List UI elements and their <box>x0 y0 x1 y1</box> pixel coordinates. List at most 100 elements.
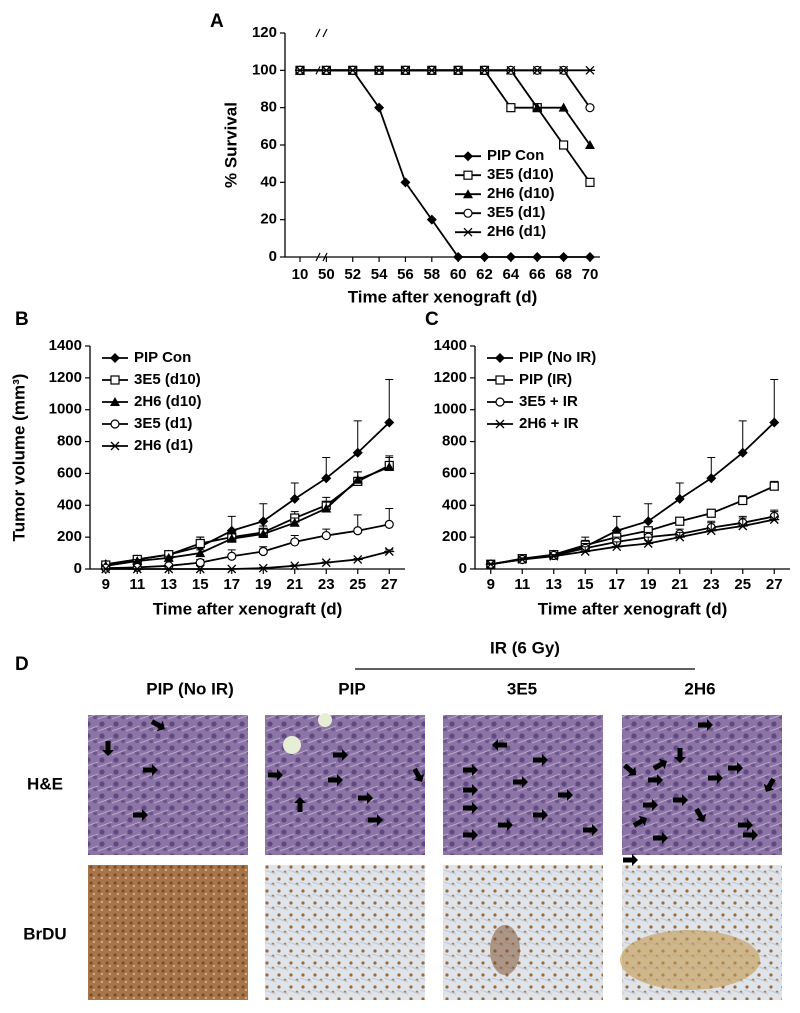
panel-title: C <box>425 309 439 330</box>
error-bar <box>707 522 716 531</box>
marker <box>295 65 305 75</box>
column-label: 2H6 <box>684 679 715 698</box>
series-line <box>300 69 591 109</box>
x-tick-label: 9 <box>487 576 495 593</box>
group-label: IR (6 Gy) <box>490 638 560 657</box>
stain-region <box>490 925 520 975</box>
marker <box>195 548 206 558</box>
y-tick-label: 1000 <box>49 401 82 418</box>
marker <box>321 558 332 568</box>
marker <box>384 417 395 428</box>
marker <box>195 538 205 549</box>
x-tick-label: 15 <box>577 576 594 593</box>
arrow <box>333 749 348 761</box>
marker <box>321 473 332 484</box>
arrow <box>533 754 548 766</box>
legend-label: PIP (No IR) <box>519 349 596 366</box>
marker <box>495 397 505 407</box>
x-tick-label: 64 <box>503 266 520 283</box>
marker <box>532 252 543 262</box>
marker <box>347 65 358 75</box>
arrow <box>623 763 637 776</box>
marker <box>737 521 748 531</box>
stain-region <box>620 930 760 990</box>
marker <box>505 252 516 262</box>
marker <box>227 551 237 561</box>
arrow <box>763 777 776 792</box>
micrograph <box>88 865 248 1000</box>
legend-label: PIP Con <box>134 349 191 366</box>
micrograph <box>88 715 248 855</box>
y-axis-label: Tumor volume (mm³) <box>9 374 28 542</box>
x-tick-label: 11 <box>514 576 530 593</box>
y-tick-label: 0 <box>459 560 467 577</box>
panel-title: A <box>210 11 224 32</box>
marker <box>321 503 332 513</box>
marker <box>548 551 559 561</box>
arrow <box>294 797 306 812</box>
arrow <box>674 748 686 763</box>
marker <box>675 516 685 526</box>
arrow <box>268 769 283 781</box>
legend-label: 3E5 (d10) <box>487 166 554 183</box>
arrow <box>513 776 528 788</box>
marker <box>290 537 300 547</box>
legend-label: 3E5 + IR <box>519 393 578 410</box>
series-line <box>490 518 775 566</box>
marker <box>453 65 464 75</box>
row-label: H&E <box>27 774 63 793</box>
y-tick-label: 0 <box>74 560 82 577</box>
arrow <box>708 772 723 784</box>
y-tick-label: 800 <box>57 433 82 450</box>
arrow <box>632 815 647 828</box>
arrow <box>133 809 148 821</box>
series-line <box>105 523 390 570</box>
x-tick-label: 13 <box>160 576 177 593</box>
x-tick-label: 66 <box>529 266 546 283</box>
marker <box>558 252 569 262</box>
marker <box>495 375 505 385</box>
legend-label: 2H6 (d10) <box>487 185 555 202</box>
y-tick-label: 60 <box>260 136 277 153</box>
marker <box>737 447 748 458</box>
error-bar <box>353 420 362 453</box>
marker <box>289 517 300 527</box>
y-tick-label: 600 <box>442 464 467 481</box>
marker <box>580 547 591 556</box>
marker <box>453 252 464 262</box>
marker <box>384 547 395 556</box>
micrograph <box>622 715 782 855</box>
series-line <box>105 466 390 567</box>
marker <box>532 102 543 112</box>
marker <box>352 474 363 484</box>
arrow <box>648 774 663 786</box>
panel-d-title: D <box>15 654 29 675</box>
arrow <box>558 789 573 801</box>
x-tick-label: 62 <box>476 266 493 283</box>
micrograph <box>265 865 425 1000</box>
x-tick-label: 23 <box>703 576 720 593</box>
arrow <box>743 829 758 841</box>
marker <box>738 495 748 506</box>
x-tick-label: 25 <box>349 576 366 593</box>
marker <box>289 493 300 504</box>
x-tick-label: 25 <box>734 576 751 593</box>
y-tick-label: 100 <box>252 61 277 78</box>
marker <box>289 561 300 571</box>
marker <box>384 462 395 472</box>
marker <box>258 563 269 573</box>
x-tick-label: 15 <box>192 576 209 593</box>
x-tick-label: 21 <box>671 576 688 593</box>
series-line <box>105 464 390 566</box>
marker <box>195 564 206 574</box>
y-tick-label: 20 <box>260 211 277 228</box>
marker <box>643 516 654 527</box>
y-tick-label: 1200 <box>434 369 467 386</box>
marker <box>321 65 332 75</box>
legend-label: 2H6 + IR <box>519 415 579 432</box>
marker <box>532 65 543 75</box>
error-bar <box>738 517 747 526</box>
marker <box>132 562 142 573</box>
marker <box>505 65 516 75</box>
marker <box>374 65 385 75</box>
